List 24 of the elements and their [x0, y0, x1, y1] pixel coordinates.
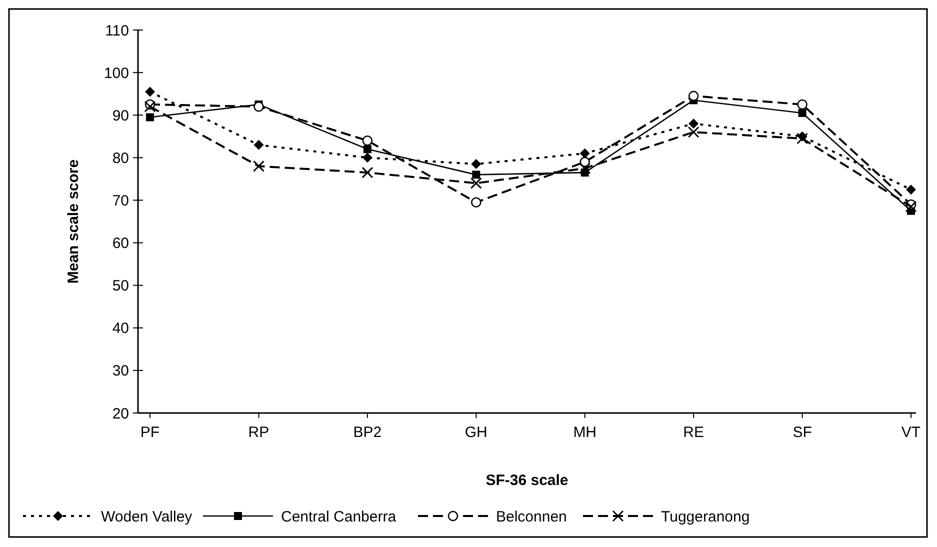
x-tick-label: BP2	[353, 424, 382, 441]
y-tick-label: 90	[112, 107, 129, 124]
x-tick-label: RE	[683, 424, 704, 441]
y-tick-label: 100	[104, 64, 129, 82]
legend-label: Woden Valley	[101, 508, 193, 526]
x-tick-label: VT	[901, 424, 921, 441]
x-tick-label: SF	[792, 424, 812, 441]
y-tick-label: 110	[105, 22, 129, 40]
legend-label: Central Canberra	[281, 508, 397, 526]
legend-label: Belconnen	[496, 508, 567, 526]
y-tick-label: 70	[112, 192, 129, 210]
x-tick-label: PF	[140, 424, 160, 441]
y-axis-title: Mean scale score	[65, 159, 82, 284]
x-axis-title: SF-36 scale	[486, 472, 568, 489]
x-tick-label: GH	[464, 424, 488, 441]
y-tick-label: 20	[112, 405, 129, 422]
y-tick-label: 80	[112, 150, 129, 167]
y-tick-label: 60	[112, 235, 129, 252]
legend-label: Tuggeranong	[661, 508, 750, 526]
x-tick-label: RP	[248, 424, 270, 441]
y-tick-label: 30	[112, 362, 129, 380]
x-tick-label: MH	[573, 424, 597, 441]
y-tick-label: 50	[112, 278, 129, 295]
y-tick-label: 40	[112, 320, 129, 338]
